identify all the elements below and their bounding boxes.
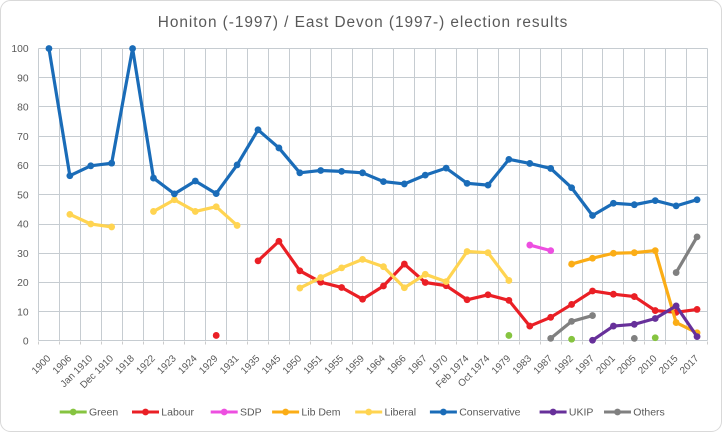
svg-text:Liberal: Liberal (385, 407, 417, 419)
svg-text:Lib Dem: Lib Dem (301, 407, 340, 419)
svg-text:Honiton (-1997) / East Devon (: Honiton (-1997) / East Devon (1997-) ele… (158, 14, 569, 31)
svg-text:90: 90 (17, 73, 29, 84)
svg-text:50: 50 (17, 190, 29, 201)
svg-text:SDP: SDP (240, 407, 262, 419)
svg-text:80: 80 (17, 103, 29, 114)
svg-text:10: 10 (17, 307, 29, 318)
svg-text:30: 30 (17, 249, 29, 260)
svg-text:UKIP: UKIP (569, 407, 594, 419)
svg-text:Green: Green (89, 407, 118, 419)
svg-text:20: 20 (17, 278, 29, 289)
svg-text:40: 40 (17, 220, 29, 231)
svg-text:70: 70 (17, 132, 29, 143)
svg-text:Others: Others (633, 407, 665, 419)
svg-text:60: 60 (17, 161, 29, 172)
svg-text:100: 100 (11, 44, 28, 55)
svg-text:Labour: Labour (161, 407, 194, 419)
svg-text:Conservative: Conservative (459, 407, 520, 419)
svg-text:0: 0 (23, 337, 29, 348)
